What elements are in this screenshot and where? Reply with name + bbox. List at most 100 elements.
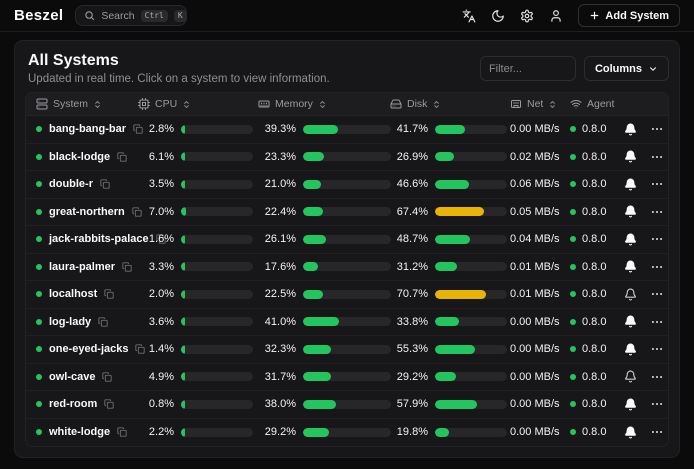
language-button[interactable] [462, 9, 476, 23]
cpu-value: 3.5% [148, 178, 174, 191]
net-value: 0.00 MB/s [510, 370, 560, 383]
table-row[interactable]: bang-bang-bar 2.8% 39.3% 41.7% 0.00 MB/s… [26, 116, 668, 144]
user-menu-button[interactable] [549, 9, 563, 23]
row-menu-icon[interactable] [650, 287, 664, 301]
cpu-meter-fill [181, 372, 185, 382]
cpu-meter-fill [181, 179, 185, 189]
memory-meter [303, 344, 391, 354]
disk-meter [435, 344, 507, 354]
column-label: System [53, 98, 89, 110]
alerts-bell-icon[interactable] [624, 398, 637, 411]
disk-value: 31.2% [396, 260, 428, 273]
copy-icon[interactable] [133, 124, 143, 134]
search-input[interactable]: Search Ctrl K [75, 5, 188, 26]
agent-status-dot [570, 401, 576, 408]
agent-version: 0.8.0 [582, 343, 607, 356]
alerts-bell-icon[interactable] [624, 288, 637, 301]
table-row[interactable]: owl-cave 4.9% 31.7% 29.2% 0.00 MB/s 0.8.… [26, 364, 668, 391]
row-menu-icon[interactable] [650, 232, 664, 246]
agent-status-dot [570, 291, 576, 298]
chevron-down-icon [648, 64, 658, 74]
system-name: great-northern [49, 205, 125, 218]
app-logo[interactable]: Beszel [14, 7, 64, 24]
column-header-net[interactable]: Net [510, 98, 570, 110]
copy-icon[interactable] [156, 234, 166, 244]
alerts-bell-icon[interactable] [624, 260, 637, 273]
column-header-memory[interactable]: Memory [258, 98, 390, 110]
table-row[interactable]: log-lady 3.6% 41.0% 33.8% 0.00 MB/s 0.8.… [26, 309, 668, 336]
row-menu-icon[interactable] [650, 177, 664, 191]
copy-icon[interactable] [102, 372, 113, 382]
alerts-bell-icon[interactable] [624, 233, 637, 246]
columns-label: Columns [594, 62, 642, 75]
cpu-value: 1.6% [148, 233, 174, 246]
disk-meter-fill [435, 124, 466, 134]
memory-value: 39.3% [264, 123, 296, 136]
row-menu-icon[interactable] [650, 397, 664, 411]
table-row[interactable]: great-northern 7.0% 22.4% 67.4% 0.05 MB/… [26, 199, 668, 226]
table-row[interactable]: black-lodge 6.1% 23.3% 26.9% 0.02 MB/s 0… [26, 144, 668, 171]
agent-status-dot [570, 208, 576, 215]
column-header-cpu[interactable]: CPU [138, 98, 258, 110]
table-row[interactable]: one-eyed-jacks 1.4% 32.3% 55.3% 0.00 MB/… [26, 336, 668, 364]
alerts-bell-icon[interactable] [624, 178, 637, 191]
row-menu-icon[interactable] [650, 315, 664, 329]
memory-value: 23.3% [264, 150, 296, 163]
cpu-meter [181, 262, 253, 272]
systems-table: System CPU [25, 92, 669, 447]
memory-meter [303, 124, 391, 134]
disk-meter [435, 317, 507, 327]
settings-button[interactable] [520, 9, 534, 23]
columns-dropdown-button[interactable]: Columns [583, 56, 669, 81]
column-header-disk[interactable]: Disk [390, 98, 510, 110]
status-dot [36, 153, 42, 160]
page-subtitle: Updated in real time. Click on a system … [28, 73, 330, 85]
cpu-value: 2.8% [148, 123, 174, 136]
row-menu-icon[interactable] [650, 205, 664, 219]
status-dot [36, 373, 42, 380]
alerts-bell-icon[interactable] [624, 426, 637, 439]
add-system-button[interactable]: Add System [578, 4, 680, 27]
row-menu-icon[interactable] [650, 342, 664, 356]
copy-icon[interactable] [117, 427, 127, 437]
system-name: owl-cave [49, 370, 96, 383]
alerts-bell-icon[interactable] [624, 343, 637, 356]
server-icon [36, 98, 48, 110]
copy-icon[interactable] [122, 262, 132, 272]
gear-icon [520, 9, 534, 23]
copy-icon[interactable] [104, 289, 114, 299]
copy-icon[interactable] [135, 344, 146, 354]
row-menu-icon[interactable] [650, 150, 664, 164]
table-row[interactable]: white-lodge 2.2% 29.2% 19.8% 0.00 MB/s 0… [26, 419, 668, 447]
alerts-bell-icon[interactable] [624, 150, 637, 163]
system-name: one-eyed-jacks [49, 343, 129, 356]
copy-icon[interactable] [117, 152, 127, 162]
table-row[interactable]: double-r 3.5% 21.0% 46.6% 0.06 MB/s 0.8.… [26, 171, 668, 199]
table-row[interactable]: localhost 2.0% 22.5% 70.7% 0.01 MB/s 0.8… [26, 281, 668, 309]
copy-icon[interactable] [132, 207, 142, 217]
column-header-system[interactable]: System [26, 98, 138, 110]
filter-input[interactable] [479, 56, 576, 81]
theme-toggle-button[interactable] [491, 9, 505, 23]
table-row[interactable]: red-room 0.8% 38.0% 57.9% 0.00 MB/s 0.8.… [26, 391, 668, 419]
row-menu-icon[interactable] [650, 260, 664, 274]
row-menu-icon[interactable] [650, 370, 664, 384]
copy-icon[interactable] [98, 317, 108, 327]
table-row[interactable]: jack-rabbits-palace 1.6% 26.1% 48.7% 0.0… [26, 226, 668, 254]
alerts-bell-icon[interactable] [624, 205, 637, 218]
table-row[interactable]: laura-palmer 3.3% 17.6% 31.2% 0.01 MB/s … [26, 254, 668, 281]
row-menu-icon[interactable] [650, 122, 664, 136]
copy-icon[interactable] [100, 179, 110, 189]
agent-version: 0.8.0 [582, 288, 607, 301]
cpu-meter [181, 344, 253, 354]
cpu-meter-fill [181, 289, 185, 299]
alerts-bell-icon[interactable] [624, 123, 637, 136]
net-value: 0.00 MB/s [510, 343, 560, 356]
row-menu-icon[interactable] [650, 425, 664, 439]
memory-value: 41.0% [264, 315, 296, 328]
copy-icon[interactable] [104, 399, 114, 409]
alerts-bell-icon[interactable] [624, 315, 637, 328]
alerts-bell-icon[interactable] [624, 370, 637, 383]
kbd-ctrl: Ctrl [140, 9, 168, 22]
column-header-agent[interactable]: Agent [570, 98, 624, 110]
